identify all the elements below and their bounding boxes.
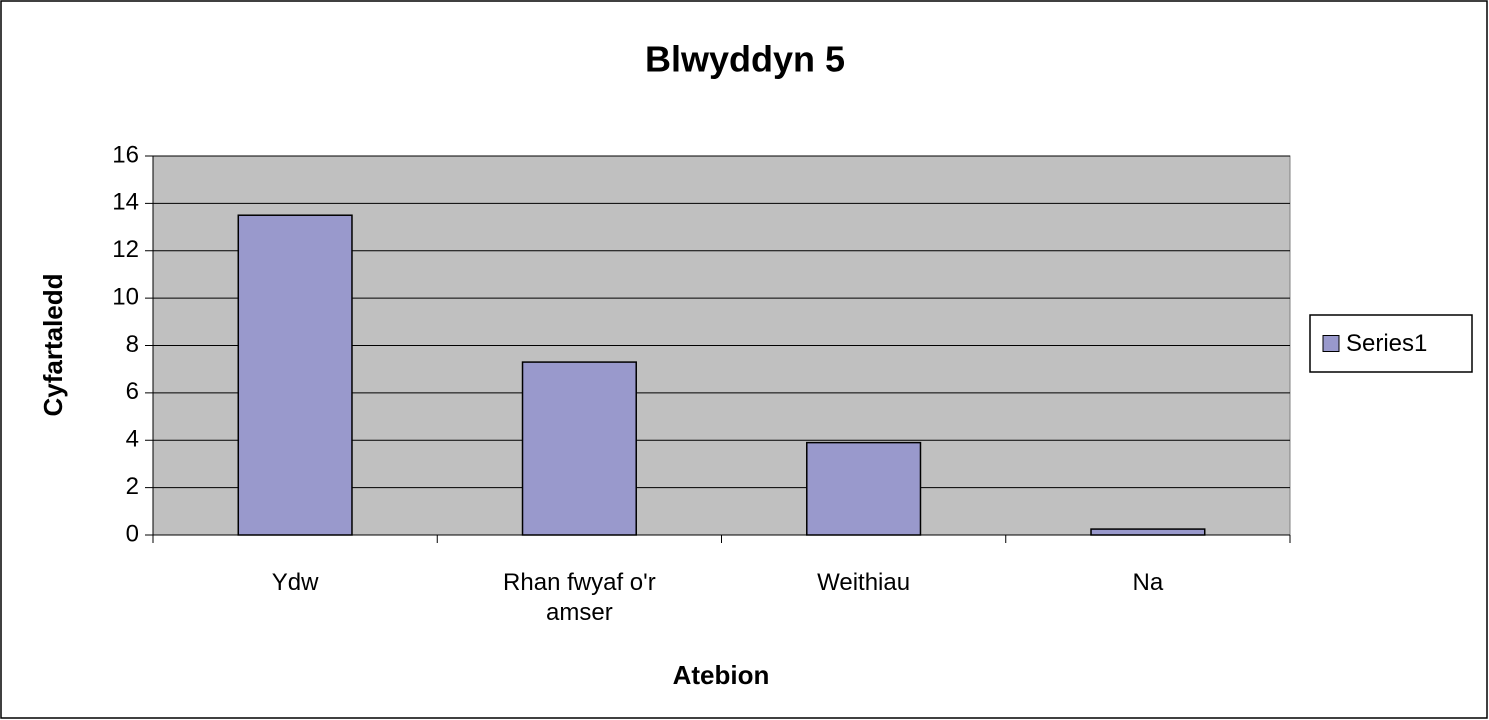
y-tick-label: 10 <box>112 283 139 310</box>
bar <box>237 214 353 536</box>
x-axis-label: Atebion <box>673 660 770 690</box>
x-tick-label: Rhan fwyaf o'r amser <box>503 569 656 626</box>
y-axis-label: Cyfartaledd <box>38 273 68 416</box>
legend-label: Series1 <box>1346 330 1427 357</box>
y-tick-label: 8 <box>126 331 139 358</box>
chart-title: Blwyddyn 5 <box>645 39 845 80</box>
y-tick-label: 0 <box>126 520 139 547</box>
y-tick-label: 12 <box>112 236 139 263</box>
y-tick-label: 4 <box>126 426 139 453</box>
y-tick-label: 16 <box>112 141 139 168</box>
legend-box <box>1309 314 1473 373</box>
legend-swatch <box>1322 335 1340 352</box>
x-tick-label: Na <box>1132 569 1164 596</box>
bar <box>1090 528 1206 536</box>
bar <box>521 361 637 536</box>
y-tick-label: 2 <box>126 473 139 500</box>
y-tick-label: 6 <box>126 378 139 405</box>
x-tick-label: Ydw <box>271 569 319 596</box>
x-tick-label: Weithiau <box>817 569 911 596</box>
bar <box>806 441 922 536</box>
y-tick-label: 14 <box>112 189 139 216</box>
